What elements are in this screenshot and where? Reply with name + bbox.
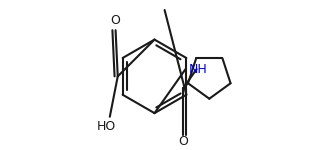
Text: HO: HO [97,120,116,133]
Text: O: O [178,135,188,148]
Text: O: O [111,14,120,27]
Text: NH: NH [189,63,208,76]
